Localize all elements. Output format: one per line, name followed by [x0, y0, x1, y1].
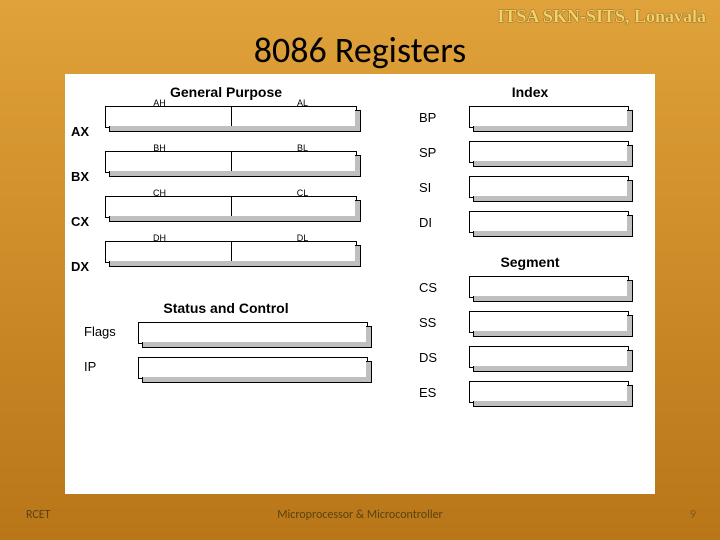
segment-box: [469, 346, 629, 368]
index-box: [469, 176, 629, 198]
index-row-sp: SP: [415, 141, 645, 163]
gp-row-dx: DX DH DL: [71, 241, 381, 274]
segment-box: [469, 381, 629, 403]
gp-label: AX: [71, 106, 105, 139]
gp-lo-half: [231, 152, 356, 172]
gp-label: DX: [71, 241, 105, 274]
index-box: [469, 141, 629, 163]
segment-heading: Segment: [415, 254, 645, 270]
index-heading: Index: [415, 84, 645, 100]
footer-center: Microprocessor & Microcontroller: [0, 508, 720, 522]
index-label: DI: [415, 215, 469, 230]
gp-row-cx: CX CH CL: [71, 196, 381, 229]
index-box: [469, 211, 629, 233]
status-block: Status and Control Flags IP: [71, 296, 381, 392]
gp-box: [105, 106, 357, 128]
segment-box: [469, 276, 629, 298]
index-row-di: DI: [415, 211, 645, 233]
header-org: ITSA SKN-SITS, Lonavala: [497, 6, 706, 27]
status-row-ip: IP: [71, 357, 381, 379]
gp-hi-half: [106, 107, 231, 127]
gp-label: BX: [71, 151, 105, 184]
index-row-si: SI: [415, 176, 645, 198]
right-column: Index BP SP SI DI Segment CS: [415, 80, 645, 488]
gp-lo-half: [231, 197, 356, 217]
status-box: [138, 357, 368, 379]
gp-row-ax: AX AH AL: [71, 106, 381, 139]
registers-diagram: General Purpose AX AH AL BX: [65, 74, 655, 494]
index-row-bp: BP: [415, 106, 645, 128]
segment-label: DS: [415, 350, 469, 365]
footer-page-number: 9: [690, 508, 696, 522]
gp-box-wrap: DH DL: [105, 241, 357, 263]
status-row-flags: Flags: [71, 322, 381, 344]
segment-box: [469, 311, 629, 333]
status-heading: Status and Control: [71, 300, 381, 316]
segment-row-ds: DS: [415, 346, 645, 368]
index-label: BP: [415, 110, 469, 125]
gp-box: [105, 241, 357, 263]
slide-title: 8086 Registers: [0, 28, 720, 72]
status-label: Flags: [84, 322, 138, 344]
segment-row-ss: SS: [415, 311, 645, 333]
index-label: SI: [415, 180, 469, 195]
segment-label: ES: [415, 385, 469, 400]
segment-label: CS: [415, 280, 469, 295]
gp-box-wrap: BH BL: [105, 151, 357, 173]
gp-lo-half: [231, 107, 356, 127]
gp-box-wrap: CH CL: [105, 196, 357, 218]
gp-lo-half: [231, 242, 356, 262]
gp-box: [105, 196, 357, 218]
segment-label: SS: [415, 315, 469, 330]
gp-hi-half: [106, 242, 231, 262]
left-column: General Purpose AX AH AL BX: [71, 80, 381, 488]
segment-row-cs: CS: [415, 276, 645, 298]
slide: ITSA SKN-SITS, Lonavala 8086 Registers G…: [0, 0, 720, 540]
gp-box-wrap: AH AL: [105, 106, 357, 128]
gp-label: CX: [71, 196, 105, 229]
gp-hi-half: [106, 197, 231, 217]
gp-hi-half: [106, 152, 231, 172]
index-label: SP: [415, 145, 469, 160]
status-box: [138, 322, 368, 344]
segment-row-es: ES: [415, 381, 645, 403]
status-label: IP: [84, 357, 138, 379]
gp-row-bx: BX BH BL: [71, 151, 381, 184]
gp-box: [105, 151, 357, 173]
index-box: [469, 106, 629, 128]
